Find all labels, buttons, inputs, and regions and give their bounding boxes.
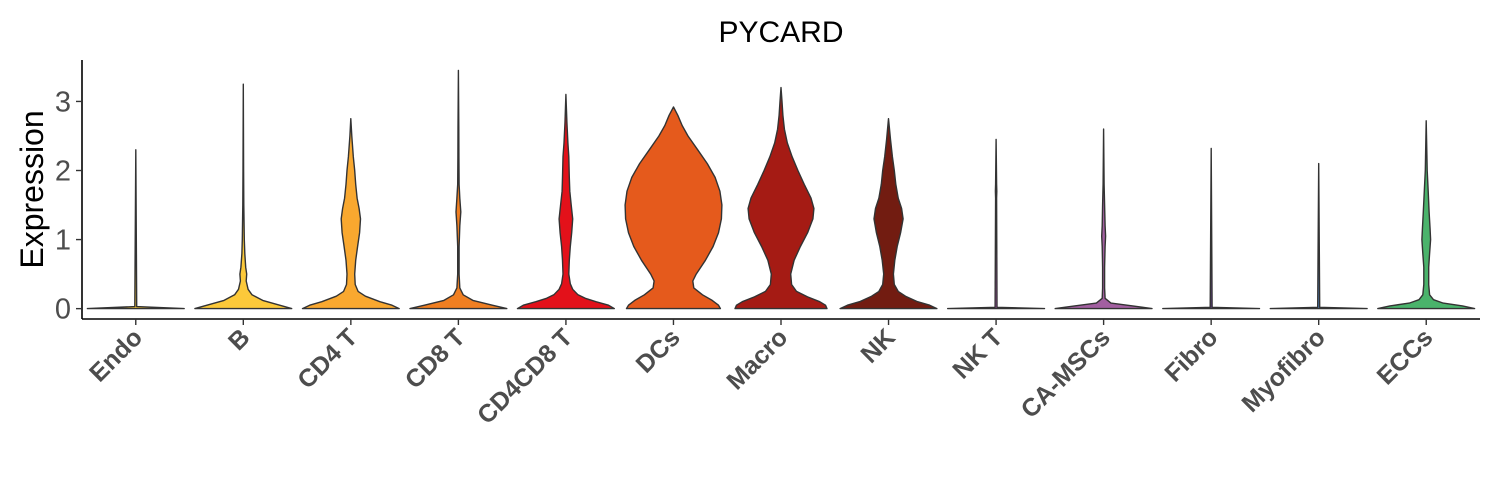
violin-fibro (1162, 147, 1261, 310)
x-tick-label: CD4CD8 T (472, 323, 578, 429)
x-tick-label: Endo (84, 323, 148, 387)
violin-myofibro (1269, 162, 1368, 310)
violin-group (86, 69, 1476, 310)
x-tick-label: Myofibro (1237, 323, 1331, 417)
x-tick-label: CD4 T (292, 323, 363, 394)
violin-dcs (624, 106, 723, 310)
x-tick-label: ECCs (1372, 323, 1439, 390)
violin-endo (86, 149, 185, 310)
x-tick-label: NK (855, 323, 900, 368)
x-tick-label: CD8 T (400, 323, 471, 394)
violin-nk (839, 118, 938, 310)
chart-title: PYCARD (718, 16, 843, 49)
violin-b (194, 83, 293, 310)
y-tick-label: 1 (55, 225, 71, 257)
x-ticks: Endo B CD4 T CD8 T CD4CD8 T DCs Macro NK NK T CA-… (84, 319, 1438, 430)
violin-cd4-t (301, 118, 400, 310)
violin-cd8-t (409, 69, 508, 310)
x-tick-label: Fibro (1159, 323, 1223, 387)
x-tick-label: DCs (631, 323, 686, 378)
violin-nk-t (947, 138, 1046, 310)
x-tick-label: NK T (947, 323, 1008, 384)
violin-cd4cd8-t (516, 93, 615, 310)
y-tick-label: 2 (55, 156, 71, 188)
violin-ca-mscs (1054, 128, 1153, 310)
x-tick-label: CA-MSCs (1016, 323, 1116, 423)
violin-macro (734, 86, 828, 310)
y-ticks: 0 1 2 3 (55, 86, 82, 326)
y-axis-label: Expression (14, 110, 50, 268)
x-tick-label: Macro (721, 323, 793, 395)
y-tick-label: 0 (55, 294, 71, 326)
y-tick-label: 3 (55, 86, 71, 118)
violin-eccs (1377, 120, 1476, 310)
x-tick-label: B (223, 323, 256, 356)
